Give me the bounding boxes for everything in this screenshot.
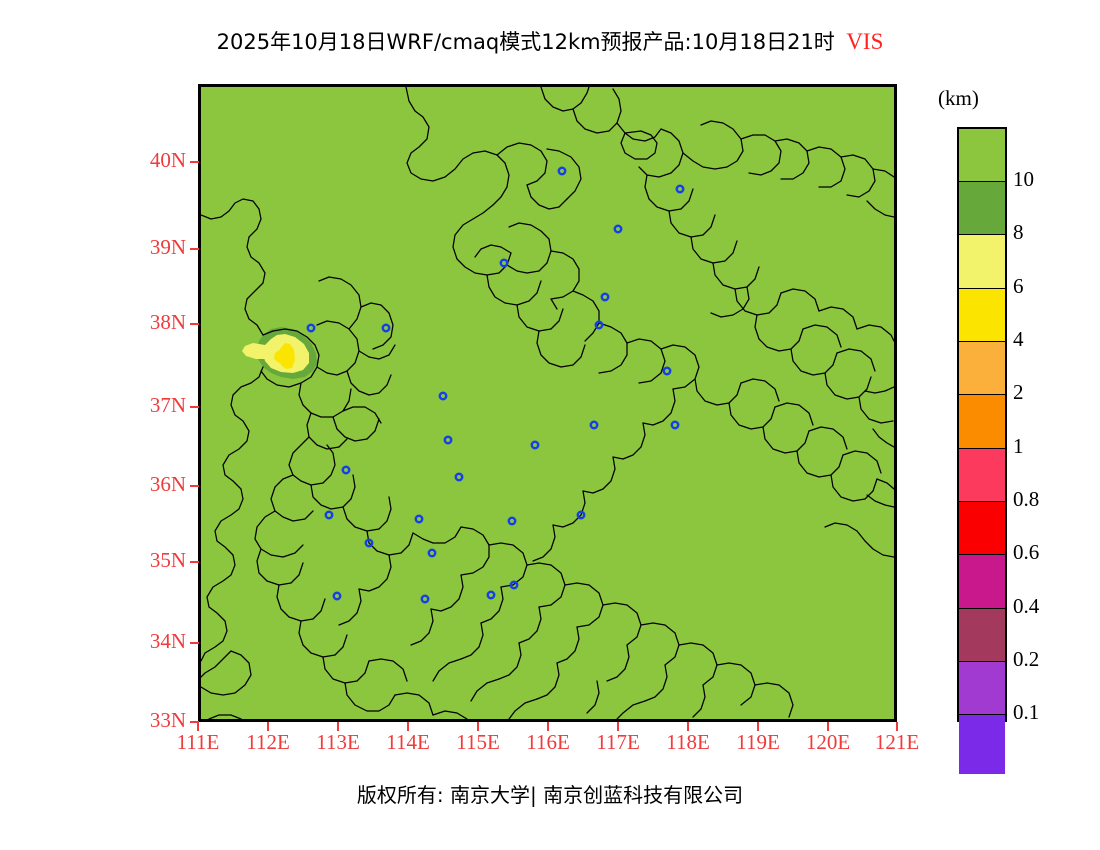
lon-tick-label-115E: 115E <box>456 730 500 754</box>
colorbar-band-4-6 <box>959 289 1005 342</box>
lon-tick-mark <box>617 722 619 731</box>
map-plot-area[interactable] <box>198 84 897 722</box>
station-markers <box>306 166 685 604</box>
colorbar-tick-0.2: 0.2 <box>1013 647 1040 671</box>
lat-tick-mark <box>190 485 199 487</box>
lat-tick-mark <box>190 323 199 325</box>
lat-tick-label-37N: 37N <box>149 393 186 417</box>
lat-tick-mark <box>190 406 199 408</box>
lat-tick-mark <box>190 642 199 644</box>
lon-tick-label-113E: 113E <box>316 730 360 754</box>
lon-tick-label-116E: 116E <box>526 730 570 754</box>
lon-tick-label-111E: 111E <box>176 730 220 754</box>
colorbar-band-6-8 <box>959 235 1005 289</box>
lat-tick-mark <box>190 561 199 563</box>
lat-tick-mark <box>190 161 199 163</box>
colorbar-band-0.4-0.6 <box>959 555 1005 609</box>
lon-tick-label-117E: 117E <box>596 730 640 754</box>
lat-tick-label-39N: 39N <box>149 235 186 259</box>
lon-tick-mark <box>267 722 269 731</box>
colorbar-tick-8: 8 <box>1013 220 1024 244</box>
lon-tick-mark <box>547 722 549 731</box>
colorbar-tick-10: 10 <box>1013 167 1034 191</box>
lat-tick-mark <box>190 721 199 723</box>
colorbar-band-gt10 <box>959 129 1005 182</box>
lat-tick-label-35N: 35N <box>149 548 186 572</box>
colorbar-tick-6: 6 <box>1013 274 1024 298</box>
lon-tick-mark <box>477 722 479 731</box>
colorbar-band-0.2-0.4 <box>959 609 1005 662</box>
lon-tick-mark <box>896 722 898 731</box>
copyright-footer: 版权所有: 南京大学| 南京创蓝科技有限公司 <box>356 783 744 807</box>
colorbar-band-lt0.1 <box>959 715 1005 774</box>
lon-tick-mark <box>407 722 409 731</box>
lat-tick-label-36N: 36N <box>149 472 186 496</box>
colorbar-band-1-2 <box>959 395 1005 449</box>
title-main-text: 2025年10月18日WRF/cmaq模式12km预报产品:10月18日21时 <box>216 30 835 54</box>
lat-tick-label-40N: 40N <box>149 148 186 172</box>
page-title: 2025年10月18日WRF/cmaq模式12km预报产品:10月18日21时 … <box>0 26 1100 56</box>
colorbar-tick-0.6: 0.6 <box>1013 540 1040 564</box>
colorbar-band-0.6-0.8 <box>959 502 1005 555</box>
lon-tick-label-119E: 119E <box>736 730 780 754</box>
lon-tick-label-118E: 118E <box>666 730 710 754</box>
colorbar-unit-label: (km) <box>938 86 979 110</box>
lon-tick-mark <box>197 722 199 731</box>
colorbar-tick-0.1: 0.1 <box>1013 700 1040 724</box>
colorbar[interactable] <box>957 127 1007 774</box>
colorbar-band-8-10 <box>959 182 1005 235</box>
vis-field-background <box>201 87 894 719</box>
lon-tick-label-121E: 121E <box>874 730 920 754</box>
lon-tick-mark <box>827 722 829 731</box>
colorbar-tick-2: 2 <box>1013 380 1024 404</box>
colorbar-tick-4: 4 <box>1013 327 1024 351</box>
lon-tick-label-120E: 120E <box>805 730 851 754</box>
map-canvas <box>201 87 894 719</box>
lat-tick-label-38N: 38N <box>149 310 186 334</box>
lon-tick-label-114E: 114E <box>386 730 430 754</box>
vis-anomaly-cell <box>242 327 317 379</box>
colorbar-band-0.8-1 <box>959 449 1005 502</box>
colorbar-tick-0.8: 0.8 <box>1013 487 1040 511</box>
colorbar-tick-1: 1 <box>1013 434 1024 458</box>
lat-tick-label-34N: 34N <box>149 629 186 653</box>
lon-tick-label-112E: 112E <box>246 730 290 754</box>
administrative-boundaries <box>201 87 894 719</box>
lat-tick-label-33N: 33N <box>149 708 186 732</box>
colorbar-band-0.1-0.2 <box>959 662 1005 715</box>
lon-tick-mark <box>757 722 759 731</box>
title-variable-label: VIS <box>846 29 884 54</box>
lon-tick-mark <box>687 722 689 731</box>
colorbar-tick-0.4: 0.4 <box>1013 594 1040 618</box>
lat-tick-mark <box>190 248 199 250</box>
lon-tick-mark <box>337 722 339 731</box>
colorbar-band-2-4 <box>959 342 1005 395</box>
